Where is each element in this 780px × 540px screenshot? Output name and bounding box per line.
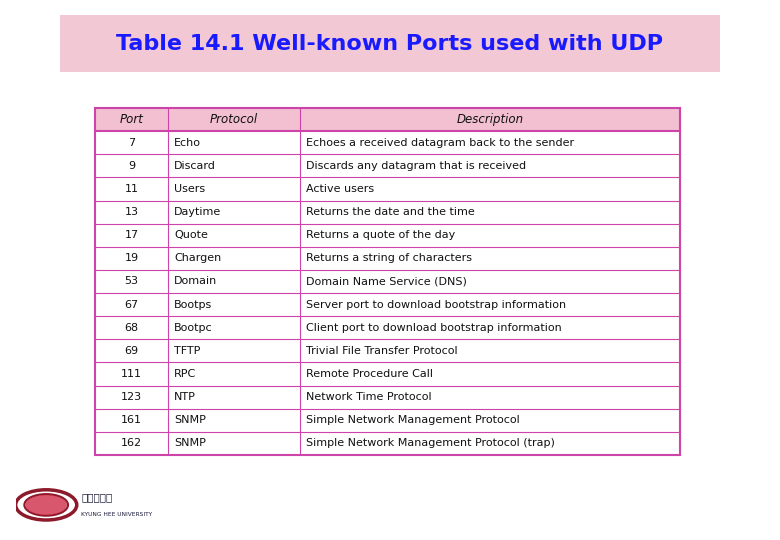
Text: SNMP: SNMP [174, 438, 206, 448]
Text: 67: 67 [125, 300, 139, 309]
Text: Simple Network Management Protocol: Simple Network Management Protocol [306, 415, 519, 426]
Text: 9: 9 [128, 161, 135, 171]
Text: 123: 123 [121, 392, 142, 402]
Text: 111: 111 [121, 369, 142, 379]
Text: 162: 162 [121, 438, 142, 448]
Text: Returns a quote of the day: Returns a quote of the day [306, 230, 455, 240]
Bar [60, 15, 720, 72]
Text: 161: 161 [121, 415, 142, 426]
Text: Returns the date and the time: Returns the date and the time [306, 207, 474, 217]
Text: Returns a string of characters: Returns a string of characters [306, 253, 472, 264]
Text: 경희대학교: 경희대학교 [81, 492, 112, 502]
Text: 53: 53 [125, 276, 139, 287]
Text: RPC: RPC [174, 369, 197, 379]
Text: Client port to download bootstrap information: Client port to download bootstrap inform… [306, 323, 562, 333]
Text: Protocol: Protocol [210, 113, 258, 126]
Text: Echo: Echo [174, 138, 201, 148]
Text: Quote: Quote [174, 230, 208, 240]
Text: Chargen: Chargen [174, 253, 222, 264]
Text: Bootps: Bootps [174, 300, 212, 309]
Text: NTP: NTP [174, 392, 196, 402]
Text: TFTP: TFTP [174, 346, 200, 356]
Text: Users: Users [174, 184, 205, 194]
Text: 69: 69 [125, 346, 139, 356]
Text: 7: 7 [128, 138, 135, 148]
Bar [95, 131, 680, 455]
Text: KYUNG HEE UNIVERSITY: KYUNG HEE UNIVERSITY [81, 511, 152, 517]
Text: 19: 19 [125, 253, 139, 264]
Text: Bootpc: Bootpc [174, 323, 213, 333]
Bar [95, 108, 680, 131]
Text: Server port to download bootstrap information: Server port to download bootstrap inform… [306, 300, 566, 309]
Text: SNMP: SNMP [174, 415, 206, 426]
Bar [95, 108, 680, 455]
Text: Echoes a received datagram back to the sender: Echoes a received datagram back to the s… [306, 138, 574, 148]
Text: Simple Network Management Protocol (trap): Simple Network Management Protocol (trap… [306, 438, 555, 448]
Text: Port: Port [119, 113, 144, 126]
Text: Domain: Domain [174, 276, 218, 287]
Text: Description: Description [456, 113, 523, 126]
Text: 11: 11 [125, 184, 139, 194]
Circle shape [26, 495, 67, 515]
Text: 68: 68 [125, 323, 139, 333]
Text: Discards any datagram that is received: Discards any datagram that is received [306, 161, 526, 171]
Text: Network Time Protocol: Network Time Protocol [306, 392, 431, 402]
Text: 13: 13 [125, 207, 139, 217]
Text: Remote Procedure Call: Remote Procedure Call [306, 369, 433, 379]
Text: Active users: Active users [306, 184, 374, 194]
Text: 17: 17 [125, 230, 139, 240]
Text: Daytime: Daytime [174, 207, 222, 217]
Text: Domain Name Service (DNS): Domain Name Service (DNS) [306, 276, 466, 287]
Text: Discard: Discard [174, 161, 216, 171]
Text: Table 14.1 Well-known Ports used with UDP: Table 14.1 Well-known Ports used with UD… [116, 33, 664, 53]
Text: Trivial File Transfer Protocol: Trivial File Transfer Protocol [306, 346, 457, 356]
